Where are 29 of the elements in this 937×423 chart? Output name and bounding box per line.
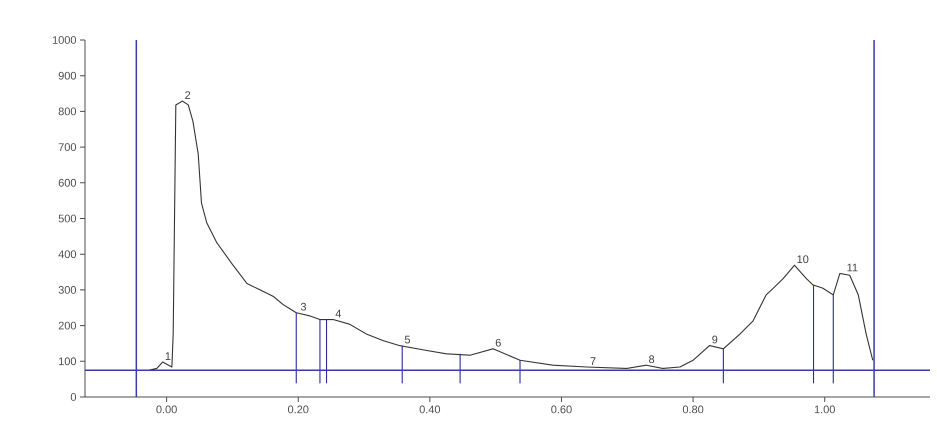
annotation: 3 [300,302,306,311]
y-tick-label: 100 [59,357,76,366]
y-tick-label: 600 [58,178,76,187]
y-tick-label: 900 [58,72,76,80]
annotation: 11 [847,264,858,272]
annotation: 4 [336,310,342,318]
annotation: 9 [712,336,718,344]
y-tick-label: 400 [58,250,76,258]
line-series [148,100,874,371]
annotation: 6 [496,338,501,347]
y-tick-label: 700 [58,143,76,151]
annotation: 10 [797,255,808,264]
y-tick-label: 1000 [52,36,76,44]
x-tick-label: 0.00 [156,406,177,414]
annotation: 8 [649,355,654,364]
y-tick-label: 0 [70,393,76,401]
x-tick-label: 0.40 [420,406,440,414]
x-tick-label: 0.80 [682,406,704,414]
y-tick-label: 300 [58,286,76,294]
x-tick-label: 0.60 [551,406,572,414]
y-tick-label: 200 [58,322,76,330]
annotation: 7 [590,357,596,365]
x-tick-label: 0.20 [288,406,308,414]
annotation: 5 [404,336,410,344]
x-tick-label: 1.00 [814,406,835,414]
annotation: 2 [185,91,190,99]
annotation: 1 [166,352,170,360]
y-tick-label: 500 [58,214,76,222]
y-tick-label: 800 [58,108,76,116]
